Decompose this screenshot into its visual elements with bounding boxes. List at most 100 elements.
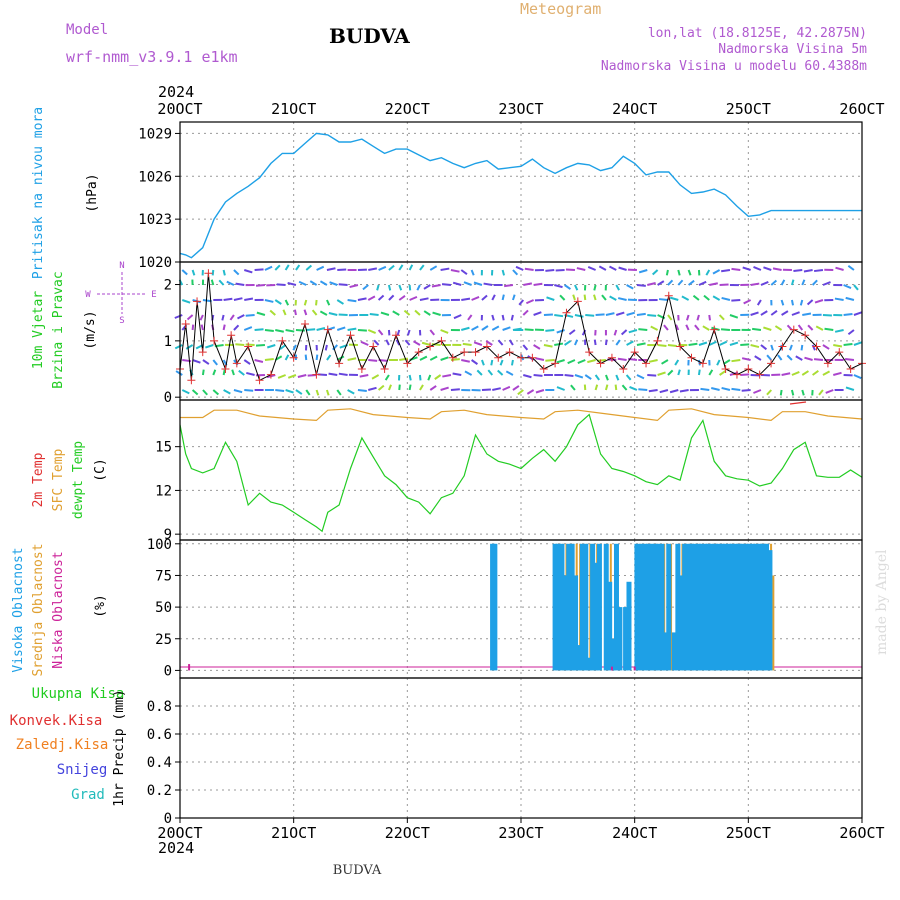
y-tick-label: 0.4 xyxy=(147,755,172,771)
wind-barb-icon xyxy=(505,370,514,376)
wind-barb-icon xyxy=(362,284,369,291)
x-tick-label-top: 26OCT xyxy=(839,100,884,118)
wind-barb-icon xyxy=(325,389,330,396)
wind-barb-icon xyxy=(524,267,534,271)
y-tick-label: 75 xyxy=(155,568,172,584)
wind-barb-icon xyxy=(338,283,348,286)
wind-barb-icon xyxy=(806,299,814,306)
cloud-high-bar xyxy=(623,607,629,671)
cloud-high-bar xyxy=(709,543,715,671)
compass-n-label: N xyxy=(119,261,124,271)
wind-barb-icon xyxy=(517,389,524,396)
wind-barb-icon xyxy=(371,374,380,380)
wind-barb-icon xyxy=(605,312,615,316)
wind-speed-marker xyxy=(210,336,219,345)
wind-barb-icon xyxy=(431,284,441,288)
wind-barb-icon xyxy=(780,299,785,306)
cloud-high-bar xyxy=(712,543,718,671)
y-tick-label: 25 xyxy=(155,632,172,648)
wind-barb-icon xyxy=(244,297,254,301)
wind-barb-icon xyxy=(853,341,863,346)
wind-barb-icon xyxy=(368,386,377,391)
wind-barb-icon xyxy=(450,388,460,391)
wind-barb-icon xyxy=(181,389,190,395)
wind-barb-icon xyxy=(186,314,194,321)
wind-barb-icon xyxy=(615,284,620,291)
x-tick-label-bottom: 23OCT xyxy=(498,824,543,842)
wind-barb-icon xyxy=(316,265,325,271)
wind-barb-icon xyxy=(533,282,543,286)
wind-barb-icon xyxy=(275,389,285,392)
wind-barb-icon xyxy=(243,269,253,274)
wind-barb-icon xyxy=(256,311,266,316)
wind-barb-icon xyxy=(201,369,205,376)
wind-barb-icon xyxy=(595,313,605,316)
wind-barb-icon xyxy=(526,389,535,395)
wind-barb-icon xyxy=(752,327,762,331)
wind-barb-icon xyxy=(720,328,731,331)
wind-barb-icon xyxy=(741,357,751,361)
cloud-high-bar xyxy=(590,543,596,671)
wind-barb-icon xyxy=(235,282,245,286)
wind-barb-icon xyxy=(833,371,842,376)
wind-barb-icon xyxy=(326,267,336,271)
cloud-high-bar xyxy=(652,543,658,671)
wind-speed-marker xyxy=(812,342,821,351)
wind-barb-icon xyxy=(593,339,597,346)
legend-hail: Grad xyxy=(71,787,105,803)
cloud-high-bar xyxy=(695,543,701,671)
wind-barb-icon xyxy=(357,389,367,393)
x-tick-label-top: 23OCT xyxy=(498,100,543,118)
wind-barb-icon xyxy=(222,324,226,331)
wind-barb-icon xyxy=(742,266,751,271)
wind-barb-icon xyxy=(621,384,628,391)
wind-barb-icon xyxy=(429,329,436,336)
wind-barb-icon xyxy=(284,264,290,271)
wind-barb-icon xyxy=(533,344,541,350)
wind-barb-icon xyxy=(463,281,472,286)
x-axis-bottom: 20OCT 21OCT 22OCT 23OCT 24OCT 25OCT 26OCT xyxy=(157,818,885,842)
wind-barb-icon xyxy=(453,314,462,320)
wind-barb-icon xyxy=(694,324,700,331)
wind-barb-icon xyxy=(413,340,421,346)
wind-barb-icon xyxy=(731,387,741,391)
wind-speed-marker xyxy=(391,331,400,340)
cloud-high-bar xyxy=(562,575,568,671)
wind-barb-icon xyxy=(369,312,379,316)
cloud-high-bar xyxy=(556,543,562,671)
wind-barb-icon xyxy=(845,386,855,391)
wind-barb-icon xyxy=(461,359,470,363)
wind-barb-icon xyxy=(584,374,592,380)
wind-barb-icon xyxy=(605,374,609,381)
wind-barb-icon xyxy=(522,344,529,351)
wind-barb-icon xyxy=(295,389,303,395)
cloud-high-bar xyxy=(757,543,763,671)
cloud-low-bar xyxy=(610,666,613,671)
wind-barb-icon xyxy=(336,299,344,305)
wind-barb-icon xyxy=(708,314,711,321)
wind-speed-marker xyxy=(551,359,560,368)
wind-speed-marker xyxy=(585,348,594,357)
wind-speed-marker xyxy=(744,365,753,374)
wind-barb-icon xyxy=(233,389,243,394)
wind-barb-icon xyxy=(303,309,308,316)
wind-barb-icon xyxy=(255,344,266,347)
wind-barb-icon xyxy=(492,387,501,391)
wind-barb-icon xyxy=(510,359,514,366)
wind-speed-marker xyxy=(323,325,332,334)
wind-barb-icon xyxy=(404,339,411,346)
dewpt-line xyxy=(179,413,863,533)
wind-barb-icon xyxy=(282,309,287,316)
wind-barb-icon xyxy=(545,269,555,272)
x-tick-label-bottom: 24OCT xyxy=(612,824,657,842)
wind-speed-marker xyxy=(357,365,366,374)
cloud-high-bar xyxy=(750,543,756,671)
y-tick-label: 2 xyxy=(164,278,172,294)
wind-barb-icon xyxy=(440,329,449,334)
wind-barb-icon xyxy=(811,344,816,351)
wind-barb-icon xyxy=(636,342,646,346)
wind-barb-icon xyxy=(658,298,669,301)
model-label: Model xyxy=(66,22,108,38)
wind-speed-marker xyxy=(721,365,730,374)
cloud-mid-ylabel: Srednja Oblacnost xyxy=(31,543,46,676)
